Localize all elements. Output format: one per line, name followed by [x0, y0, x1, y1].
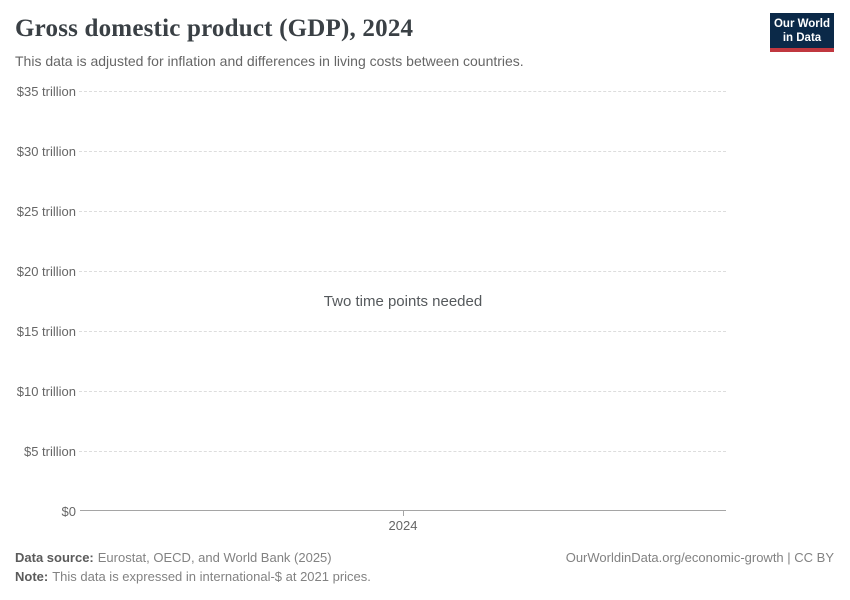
footer-data-source-label: Data source: — [15, 550, 94, 565]
chart-subtitle: This data is adjusted for inflation and … — [15, 53, 524, 69]
y-axis-tick-label: $10 trillion — [16, 384, 76, 399]
gridline — [79, 391, 726, 392]
page-title: Gross domestic product (GDP), 2024 — [15, 15, 414, 42]
footer-note-label: Note: — [15, 569, 49, 584]
gridline — [79, 451, 726, 452]
gridline — [79, 271, 726, 272]
empty-state-message: Two time points needed — [323, 293, 483, 310]
gridline — [79, 91, 726, 92]
footer-note-value: This data is expressed in international-… — [52, 569, 371, 584]
footer-license-link[interactable]: OurWorldinData.org/economic-growth | CC … — [565, 550, 834, 565]
owid-logo-line1: Our World — [773, 18, 830, 30]
owid-logo-text: Our World in Data — [770, 13, 834, 48]
y-axis-tick-label: $15 trillion — [16, 324, 76, 339]
x-axis-tick-mark — [403, 511, 404, 516]
owid-logo[interactable]: Our World in Data — [770, 13, 834, 52]
y-axis-tick-label: $5 trillion — [23, 444, 76, 459]
x-axis-tick-label: 2024 — [388, 518, 418, 533]
gridline — [79, 331, 726, 332]
y-axis-tick-label: $20 trillion — [16, 264, 76, 279]
y-axis-tick-label: $25 trillion — [16, 204, 76, 219]
y-axis-tick-label: $35 trillion — [16, 84, 76, 99]
y-axis-tick-label: $0 — [61, 504, 76, 519]
footer-data-source: Data source: Eurostat, OECD, and World Ba… — [15, 549, 332, 566]
gridline — [79, 151, 726, 152]
footer-note: Note: This data is expressed in internati… — [15, 568, 371, 585]
y-axis-tick-label: $30 trillion — [16, 144, 76, 159]
owid-logo-red-bar — [770, 48, 834, 52]
owid-logo-line2: in Data — [782, 32, 822, 44]
footer-data-source-value: Eurostat, OECD, and World Bank (2025) — [97, 550, 332, 565]
x-axis-line — [80, 510, 726, 511]
gridline — [79, 211, 726, 212]
